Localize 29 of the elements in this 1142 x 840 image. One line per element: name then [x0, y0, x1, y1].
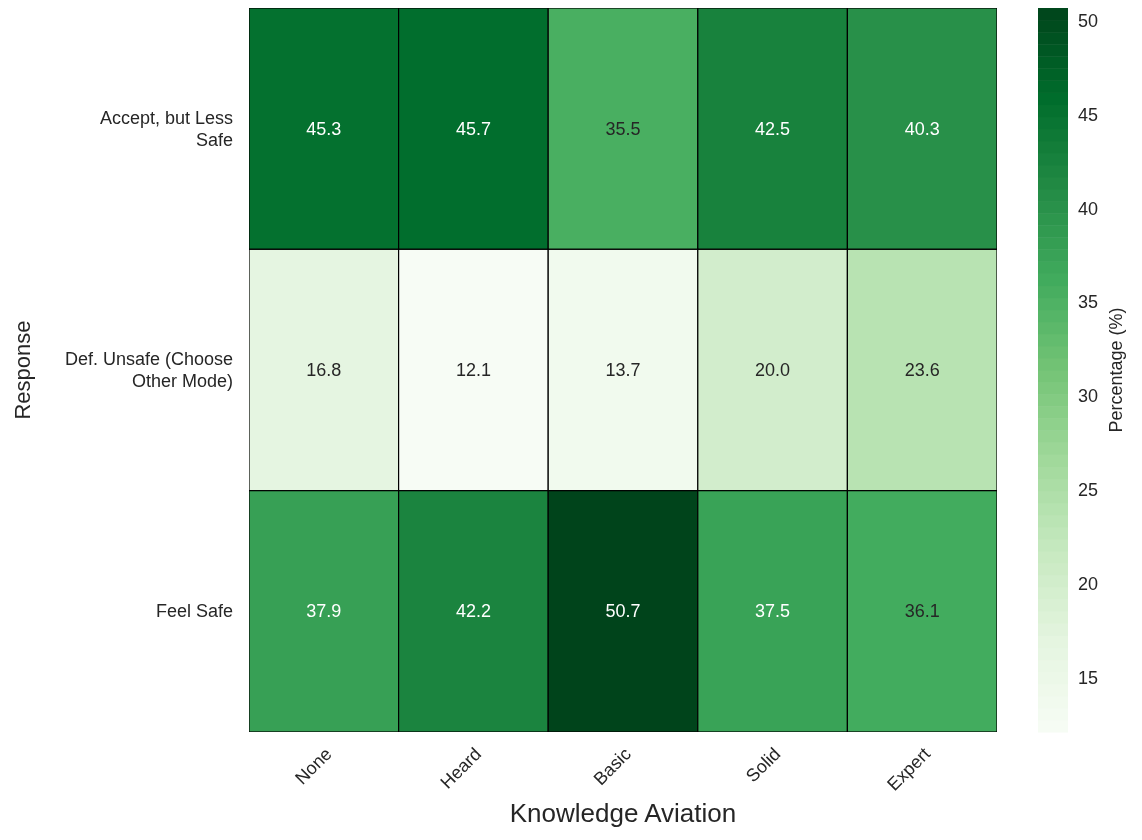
- data-label: 45.3: [306, 118, 342, 139]
- data-label: 42.5: [755, 118, 791, 139]
- data-label: 16.8: [306, 360, 342, 380]
- data-label: 20.0: [755, 360, 791, 380]
- color-bar-label: 25: [1078, 480, 1099, 501]
- data-label: 23.6: [904, 360, 940, 380]
- color-bar-label: 35: [1078, 292, 1099, 313]
- color-bar-title: Percentage (%): [1106, 307, 1126, 433]
- data-label: 45.7: [455, 118, 491, 139]
- color-bar-label: 45: [1078, 104, 1099, 125]
- color-bar-label: 50: [1078, 11, 1099, 32]
- y-tick-label: Accept, but Less Safe: [99, 107, 233, 150]
- data-label: 40.3: [904, 118, 940, 139]
- data-label: 50.7: [605, 601, 641, 622]
- x-axis-title: Knowledge Aviation: [509, 798, 737, 828]
- data-label: 13.7: [605, 360, 641, 380]
- data-label: 42.2: [455, 601, 491, 622]
- y-tick-label: Feel Safe: [155, 601, 233, 622]
- y-tick-label: Def. Unsafe (Choose Other Mode): [64, 349, 233, 391]
- color-bar-label: 20: [1078, 573, 1099, 594]
- data-label: 36.1: [904, 601, 940, 622]
- data-label: 37.9: [306, 601, 342, 622]
- data-label: 12.1: [455, 360, 491, 380]
- y-axis-title: Response: [9, 320, 35, 420]
- color-bar-label: 40: [1078, 198, 1099, 219]
- color-bar-label: 15: [1078, 667, 1099, 688]
- color-bar-label: 30: [1078, 386, 1099, 407]
- data-label: 35.5: [605, 118, 641, 139]
- data-label: 37.5: [755, 601, 791, 622]
